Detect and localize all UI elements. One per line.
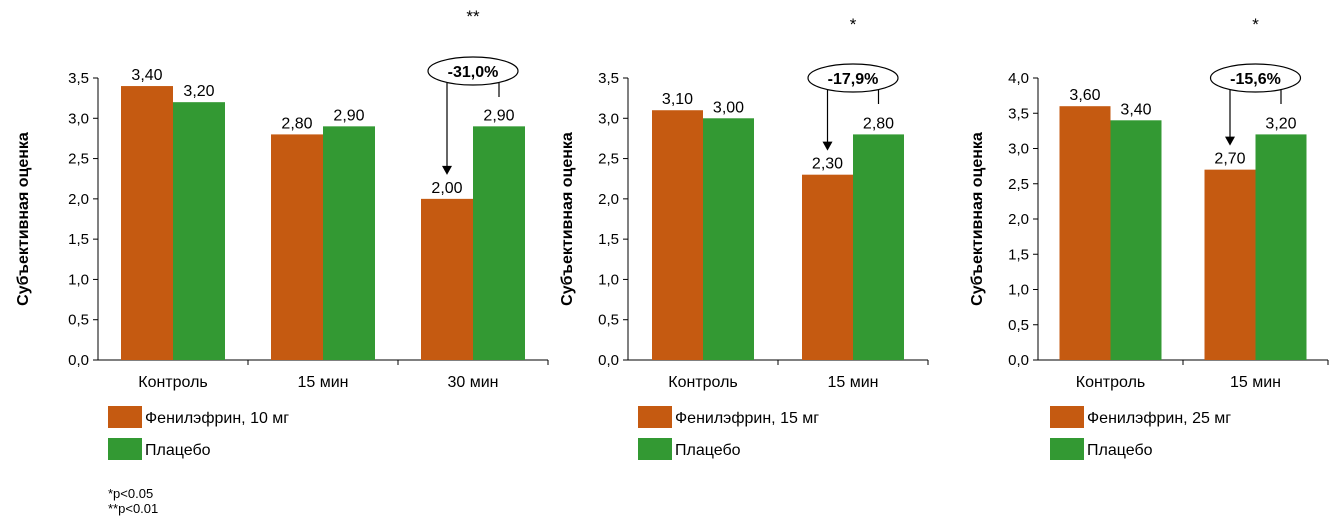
y-tick-label: 3,5 <box>1008 105 1029 122</box>
legend-label: Плацебо <box>1087 442 1153 459</box>
bar-placebo <box>323 126 375 360</box>
legend-swatch-phenylephrine <box>108 406 142 428</box>
footnotes: *p<0.05 **p<0.01 <box>108 486 158 516</box>
bar-value-label: 2,90 <box>333 107 364 124</box>
footnote-p005: *p<0.05 <box>108 486 154 501</box>
bar-value-label: 3,00 <box>713 99 744 116</box>
legend-label: Плацебо <box>675 442 741 459</box>
change-percent-label: -15,6% <box>1230 71 1281 88</box>
legend-swatch-placebo <box>638 438 672 460</box>
y-tick-label: 1,5 <box>1008 246 1029 263</box>
bar-value-label: 2,70 <box>1214 151 1245 168</box>
y-tick-label: 0,0 <box>1008 352 1029 369</box>
y-tick-label: 1,5 <box>68 231 89 248</box>
y-tick-label: 0,0 <box>598 352 619 369</box>
footnote-p001: **p<0.01 <box>108 501 159 516</box>
bar-value-label: 3,20 <box>1265 115 1296 132</box>
y-tick-label: 0,0 <box>68 352 89 369</box>
y-tick-label: 3,0 <box>598 110 619 127</box>
bar-placebo <box>1255 134 1307 360</box>
bar-value-label: 3,60 <box>1069 87 1100 104</box>
change-arrow-head <box>822 141 833 151</box>
chart-panel-3: 0,0 0,5 1,0 1,5 2,0 2,5 3,0 3,5 4,0 Субъективная … <box>969 15 1329 460</box>
x-tick-label: 15 мин <box>827 374 878 391</box>
y-axis-label: Субъективная оценка <box>969 132 986 306</box>
legend-swatch-placebo <box>1050 438 1084 460</box>
legend-label: Фенилэфрин, 10 мг <box>145 410 289 427</box>
x-tick-label: Контроль <box>1076 374 1146 391</box>
significance-mark: * <box>1252 15 1259 34</box>
chart-panel-1: 0,0 0,5 1,0 1,5 2,0 2,5 3,0 3,5 Субъективная оце… <box>15 7 549 460</box>
bar-value-label: 3,10 <box>662 91 693 108</box>
legend-label: Фенилэфрин, 25 мг <box>1087 410 1231 427</box>
bar-phenylephrine <box>1059 106 1111 360</box>
y-tick-label: 1,0 <box>1008 282 1029 299</box>
y-tick-label: 1,0 <box>68 271 89 288</box>
y-tick-label: 2,5 <box>598 151 619 168</box>
bar-value-label: 2,90 <box>483 107 514 124</box>
x-tick-label: 15 мин <box>297 374 348 391</box>
bar-phenylephrine <box>421 198 473 360</box>
x-tick-label: Контроль <box>138 374 208 391</box>
y-tick-label: 0,5 <box>1008 317 1029 334</box>
change-percent-label: -17,9% <box>828 71 879 88</box>
y-tick-label: 2,0 <box>1008 211 1029 228</box>
bar-value-label: 3,20 <box>183 83 214 100</box>
y-tick-label: 3,5 <box>68 70 89 87</box>
bar-value-label: 3,40 <box>1120 101 1151 118</box>
y-tick-label: 3,0 <box>1008 141 1029 158</box>
bar-placebo <box>173 102 225 361</box>
legend-label: Плацебо <box>145 442 211 459</box>
y-tick-label: 2,0 <box>68 191 89 208</box>
bar-value-label: 3,40 <box>131 67 162 84</box>
bar-value-label: 2,30 <box>812 156 843 173</box>
y-tick-label: 1,0 <box>598 271 619 288</box>
legend-swatch-placebo <box>108 438 142 460</box>
significance-mark: * <box>850 15 857 34</box>
x-tick-label: 30 мин <box>447 374 498 391</box>
y-tick-label: 4,0 <box>1008 70 1029 87</box>
y-tick-label: 2,5 <box>1008 176 1029 193</box>
bar-placebo <box>703 118 754 361</box>
change-bubble <box>1209 63 1302 93</box>
change-arrow-head <box>442 165 452 175</box>
y-axis-label: Субъективная оценка <box>15 132 32 306</box>
bar-value-label: 2,80 <box>281 115 312 132</box>
y-tick-label: 1,5 <box>598 231 619 248</box>
y-tick-label: 2,5 <box>68 151 89 168</box>
x-tick-label: Контроль <box>668 374 738 391</box>
bar-phenylephrine <box>802 174 853 360</box>
y-tick-label: 0,5 <box>598 312 619 329</box>
bar-placebo <box>1110 120 1162 360</box>
legend-label: Фенилэфрин, 15 мг <box>675 410 819 427</box>
bar-phenylephrine <box>652 110 703 360</box>
bar-phenylephrine <box>271 134 323 360</box>
change-arrow-head <box>1225 136 1235 146</box>
y-tick-label: 3,0 <box>68 110 89 127</box>
bar-value-label: 2,80 <box>863 115 894 132</box>
significance-mark: ** <box>466 7 480 26</box>
change-percent-label: -31,0% <box>448 64 499 81</box>
y-tick-label: 0,5 <box>68 312 89 329</box>
y-tick-label: 2,0 <box>598 191 619 208</box>
change-bubble <box>807 63 899 93</box>
change-bubble <box>427 56 519 86</box>
legend-swatch-phenylephrine <box>1050 406 1084 428</box>
bar-value-label: 2,00 <box>431 180 462 197</box>
bar-placebo <box>853 134 904 360</box>
bar-phenylephrine <box>121 86 173 361</box>
x-tick-label: 15 мин <box>1230 374 1281 391</box>
bar-placebo <box>473 126 525 360</box>
legend-swatch-phenylephrine <box>638 406 672 428</box>
y-tick-label: 3,5 <box>598 70 619 87</box>
y-axis-label: Субъективная оценка <box>559 132 576 306</box>
chart-panel-2: 0,0 0,5 1,0 1,5 2,0 2,5 3,0 3,5 Субъективная оце… <box>559 15 929 460</box>
bar-phenylephrine <box>1204 169 1256 360</box>
